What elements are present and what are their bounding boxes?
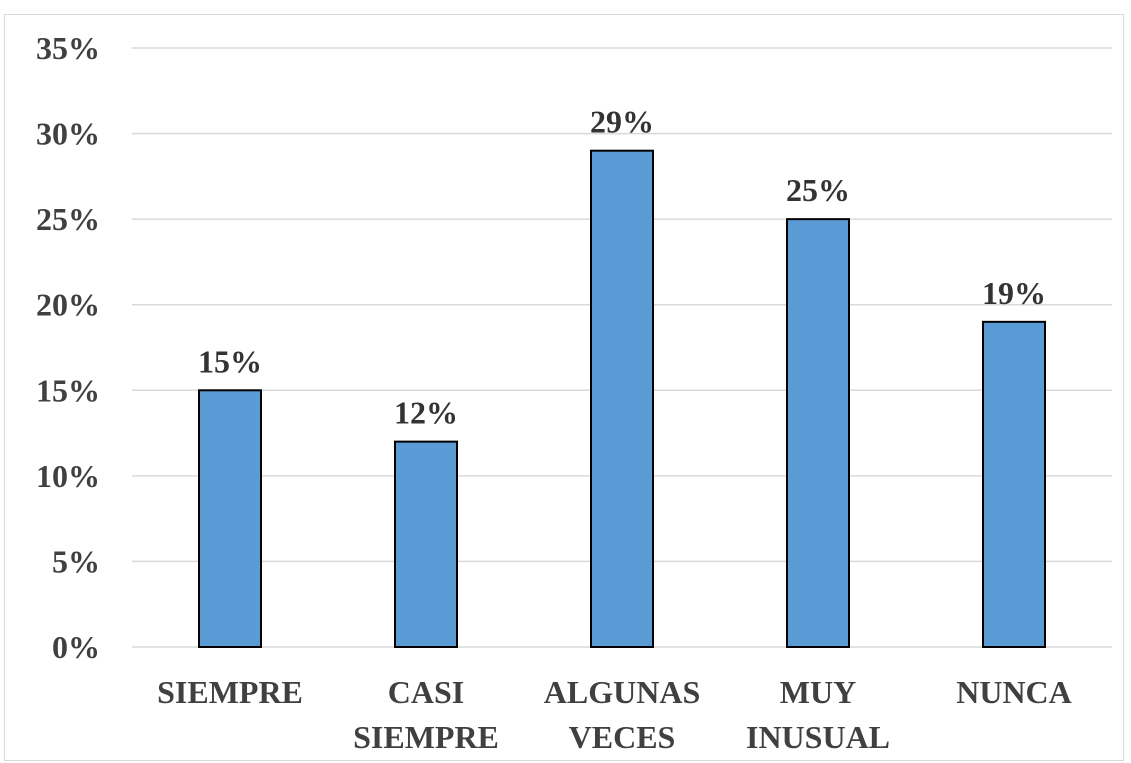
bar-1 <box>394 440 458 648</box>
x-category-label: SIEMPRE <box>157 674 303 710</box>
y-tick-label: 30% <box>36 116 100 152</box>
x-category-label: MUY <box>780 674 856 710</box>
data-label-0: 15% <box>198 343 262 379</box>
x-category-label: NUNCA <box>956 674 1072 710</box>
y-axis-ticks: 0% 5% 10% 15% 20% 25% 30% 35% <box>36 30 100 665</box>
y-tick-label: 15% <box>36 372 100 408</box>
y-tick-label: 25% <box>36 201 100 237</box>
y-tick-label: 0% <box>52 629 100 665</box>
y-tick-label: 5% <box>52 543 100 579</box>
bar-4 <box>982 320 1046 648</box>
x-category-label: CASI <box>388 674 464 710</box>
data-label-4: 19% <box>982 275 1046 311</box>
bar-3 <box>786 218 850 648</box>
data-label-2: 29% <box>590 104 654 140</box>
bars <box>198 149 1046 649</box>
chart-frame <box>4 14 1124 761</box>
y-tick-label: 20% <box>36 287 100 323</box>
y-tick-label: 35% <box>36 30 100 66</box>
x-category-label: INUSUAL <box>746 719 890 755</box>
data-labels: 15% 12% 29% 25% 19% <box>198 104 1046 431</box>
y-tick-label: 10% <box>36 458 100 494</box>
x-category-label: SIEMPRE <box>353 719 499 755</box>
x-category-label: VECES <box>569 719 676 755</box>
bar-0 <box>198 389 262 648</box>
x-axis-categories: SIEMPRE CASI SIEMPRE ALGUNAS VECES MUY INUSUAL… <box>157 674 1072 755</box>
x-category-label: ALGUNAS <box>544 674 700 710</box>
data-label-1: 12% <box>394 395 458 431</box>
bar-2 <box>590 149 654 649</box>
data-label-3: 25% <box>786 172 850 208</box>
